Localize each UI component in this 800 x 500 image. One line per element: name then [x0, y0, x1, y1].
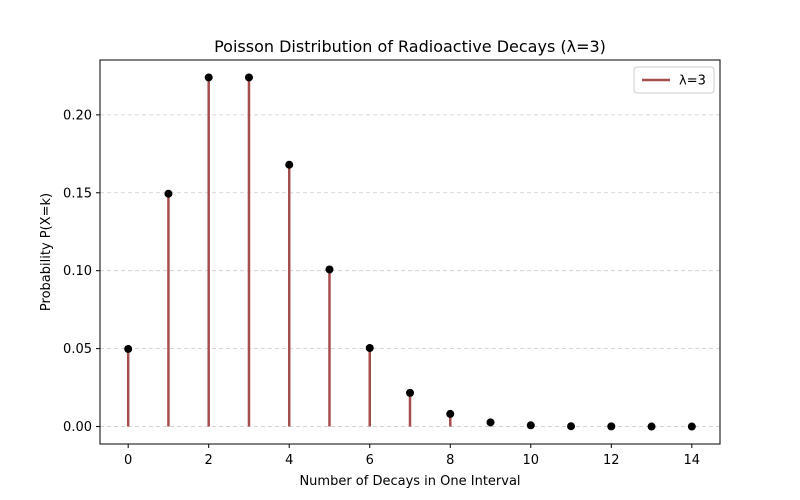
- stem-marker: [486, 418, 495, 427]
- x-tick-label: 12: [603, 453, 620, 468]
- stem-marker: [526, 421, 535, 430]
- stem-marker: [124, 344, 133, 353]
- stem-marker: [244, 73, 253, 82]
- stem-marker: [406, 388, 414, 397]
- stem-marker: [164, 189, 173, 198]
- y-tick-label: 0.20: [63, 108, 92, 123]
- x-tick-label: 6: [366, 453, 374, 468]
- x-tick-label: 0: [124, 453, 132, 468]
- y-tick-label: 0.15: [63, 186, 92, 201]
- markers-layer: [124, 73, 696, 431]
- y-tick-label: 0.10: [63, 264, 92, 279]
- stem-marker: [446, 409, 455, 418]
- stem-marker: [285, 160, 294, 169]
- chart-title: Poisson Distribution of Radioactive Deca…: [214, 37, 606, 56]
- x-tick-label: 2: [205, 453, 213, 468]
- y-tick-label: 0.00: [63, 420, 92, 435]
- stem-marker: [204, 73, 213, 82]
- x-tick-label: 14: [684, 453, 701, 468]
- stem-marker: [647, 422, 656, 431]
- x-tick-label: 10: [523, 453, 540, 468]
- y-axis-ticks: 0.00 0.05 0.10 0.15 0.20: [63, 108, 100, 435]
- grid-layer: [100, 114, 720, 427]
- y-tick-label: 0.05: [63, 342, 92, 357]
- x-tick-label: 8: [446, 453, 454, 468]
- stem-marker: [567, 422, 576, 431]
- stem-marker: [607, 422, 616, 431]
- x-axis-label: Number of Decays in One Interval: [299, 474, 520, 489]
- x-tick-label: 4: [285, 453, 293, 468]
- stem-marker: [365, 344, 374, 352]
- x-axis-ticks: 0 2 4 6 8 10 12 14: [124, 444, 700, 468]
- stems-layer: [126, 77, 694, 427]
- stem-marker: [325, 265, 334, 274]
- legend: λ=3: [633, 66, 715, 94]
- stem-marker: [687, 422, 696, 431]
- legend-box: [633, 66, 715, 94]
- plot-frame: [99, 59, 721, 445]
- legend-label: λ=3: [679, 74, 706, 89]
- y-axis-label: Probability P(X=k): [39, 193, 54, 311]
